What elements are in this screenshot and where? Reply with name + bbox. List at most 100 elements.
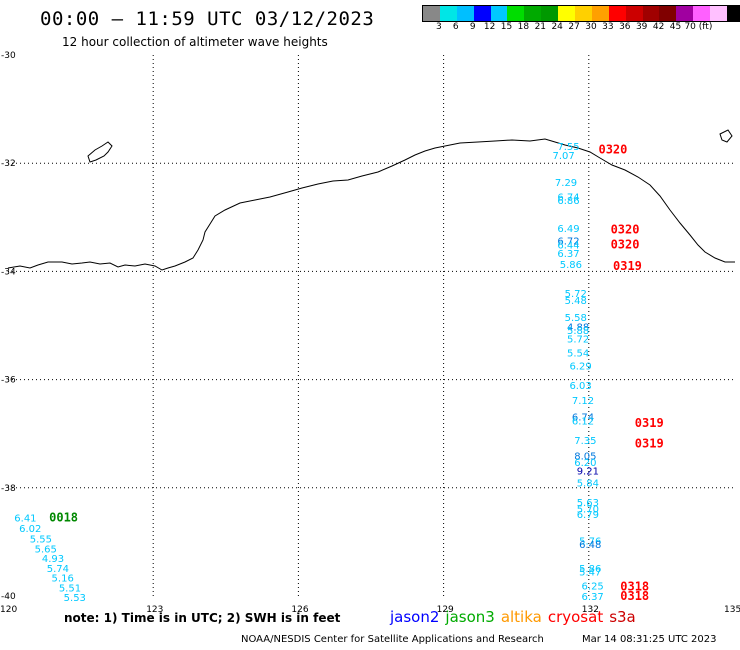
wave-height-value: 5.88 bbox=[567, 326, 589, 337]
pass-time-label: 0018 bbox=[49, 511, 78, 525]
latitude-label: -40 bbox=[1, 592, 16, 602]
color-swatch bbox=[558, 6, 576, 21]
wave-height-value: 5.51 bbox=[59, 583, 81, 594]
wave-height-value: 5.55 bbox=[30, 535, 52, 546]
wave-height-value: 6.49 bbox=[557, 224, 579, 235]
wave-height-value: 5.70 bbox=[577, 504, 599, 515]
color-swatch bbox=[608, 6, 626, 21]
pass-time-label: 0318 bbox=[620, 579, 649, 593]
wave-height-value: 5.65 bbox=[35, 544, 57, 555]
color-swatch bbox=[423, 6, 440, 21]
color-scale-label: 39 bbox=[635, 22, 648, 32]
color-swatch bbox=[524, 6, 542, 21]
latitude-labels: -30 -32 -34 -36 -38 -40 bbox=[1, 51, 16, 602]
color-swatch bbox=[642, 6, 660, 21]
color-scale-label: 70 (ft) bbox=[684, 22, 713, 32]
wave-height-value: 5.84 bbox=[577, 478, 599, 489]
pass-time-label: 0319 bbox=[635, 416, 664, 430]
pass-time-label: 0320 bbox=[598, 143, 627, 157]
wave-height-value: 6.12 bbox=[572, 417, 594, 428]
pass-time-label: 0318 bbox=[620, 589, 649, 603]
wave-height-value: 9.21 bbox=[577, 466, 599, 477]
wave-height-value: 6.37 bbox=[582, 592, 604, 603]
color-swatch bbox=[456, 6, 474, 21]
wave-height-value: 6.20 bbox=[574, 458, 596, 469]
wave-height-value: 6.79 bbox=[577, 510, 599, 521]
australia-south-coast bbox=[7, 138, 735, 271]
color-scale-label: 12 bbox=[483, 22, 496, 32]
wave-height-value: 5.74 bbox=[47, 564, 69, 575]
color-swatch bbox=[575, 6, 592, 21]
legend-cryosat: cryosat bbox=[547, 608, 604, 626]
wave-height-value: 7.12 bbox=[572, 396, 594, 407]
color-scale-label: 33 bbox=[602, 22, 614, 32]
longitude-label: 120 bbox=[0, 605, 17, 615]
wave-height-value: 5.53 bbox=[64, 593, 86, 604]
color-swatch bbox=[727, 6, 740, 21]
wave-height-value: 5.86 bbox=[579, 564, 601, 575]
color-swatch bbox=[541, 6, 559, 21]
longitude-label: 135 bbox=[724, 605, 740, 615]
longitude-label: 129 bbox=[437, 605, 454, 615]
wave-height-value: 5.72 bbox=[567, 334, 589, 345]
color-scale-label: 3 bbox=[436, 22, 442, 32]
map-subtitle: 12 hour collection of altimeter wave hei… bbox=[62, 35, 328, 49]
pass-time-label: 0320 bbox=[611, 223, 640, 237]
generated-timestamp: Mar 14 08:31:25 UTC 2023 bbox=[582, 634, 717, 645]
wave-height-value: 5.47 bbox=[579, 568, 601, 579]
latitude-label: -36 bbox=[1, 376, 16, 386]
color-scale-labels: 3 6 9 12 15 18 21 24 27 30 33 36 39 42 45 70 (ft) bbox=[422, 22, 740, 34]
color-swatch bbox=[490, 6, 508, 21]
wave-height-value: 7.29 bbox=[555, 178, 577, 189]
color-scale-label: 42 bbox=[652, 22, 665, 32]
color-scale-label: 15 bbox=[500, 22, 513, 32]
wave-height-value: 5.54 bbox=[567, 349, 589, 360]
legend-jason3: jason3 bbox=[445, 608, 495, 626]
wave-height-value: 8.05 bbox=[574, 451, 596, 462]
color-scale-label: 30 bbox=[585, 22, 597, 32]
longitude-label: 123 bbox=[146, 605, 163, 615]
wave-height-value: 7.55 bbox=[557, 142, 579, 153]
color-swatch bbox=[625, 6, 643, 21]
longitude-label: 126 bbox=[291, 605, 308, 615]
wave-height-value: 6.03 bbox=[569, 381, 591, 392]
color-scale-label: 45 bbox=[669, 22, 682, 32]
color-scale-bar bbox=[422, 5, 740, 22]
color-swatch bbox=[507, 6, 525, 21]
color-scale-label: 6 bbox=[452, 22, 459, 32]
wave-height-value: 6.86 bbox=[557, 196, 579, 207]
wave-height-value: 6.74 bbox=[572, 412, 594, 423]
color-scale-label: 27 bbox=[568, 22, 580, 32]
latitude-label: -30 bbox=[1, 51, 16, 61]
wave-height-values: 7.557.077.296.746.866.496.726.446.375.86… bbox=[14, 142, 604, 604]
wave-height-value: 5.63 bbox=[577, 498, 599, 509]
pass-time-label: 0319 bbox=[635, 436, 664, 450]
wave-height-value: 6.25 bbox=[582, 582, 604, 593]
map-title: 00:00 – 11:59 UTC 03/12/2023 bbox=[40, 8, 375, 30]
coastline bbox=[7, 129, 735, 271]
color-swatch bbox=[693, 6, 711, 21]
color-swatch bbox=[659, 6, 677, 21]
map-grid bbox=[8, 55, 734, 596]
satellite-legend: jason2 jason3 altika cryosat s3a bbox=[390, 608, 642, 626]
legend-s3a: s3a bbox=[609, 608, 636, 626]
wave-height-value: 5.48 bbox=[565, 296, 587, 307]
color-swatch bbox=[710, 6, 728, 21]
color-swatch bbox=[473, 6, 491, 21]
color-swatch bbox=[676, 6, 694, 21]
color-scale-label: 9 bbox=[469, 22, 476, 32]
credit-line: NOAA/NESDIS Center for Satellite Applica… bbox=[241, 634, 544, 645]
wave-height-value: 5.76 bbox=[579, 536, 601, 547]
color-scale-label: 36 bbox=[619, 22, 631, 32]
color-scale-label: 24 bbox=[551, 22, 563, 32]
latitude-label: -32 bbox=[1, 159, 16, 169]
wave-height-value: 6.44 bbox=[557, 240, 579, 251]
pass-time-label: 0320 bbox=[611, 237, 640, 251]
color-swatch bbox=[591, 6, 609, 21]
legend-altika: altika bbox=[500, 608, 542, 626]
wave-height-value: 7.07 bbox=[553, 151, 575, 162]
longitude-label: 132 bbox=[582, 605, 599, 615]
wave-height-value: 5.16 bbox=[52, 574, 74, 585]
